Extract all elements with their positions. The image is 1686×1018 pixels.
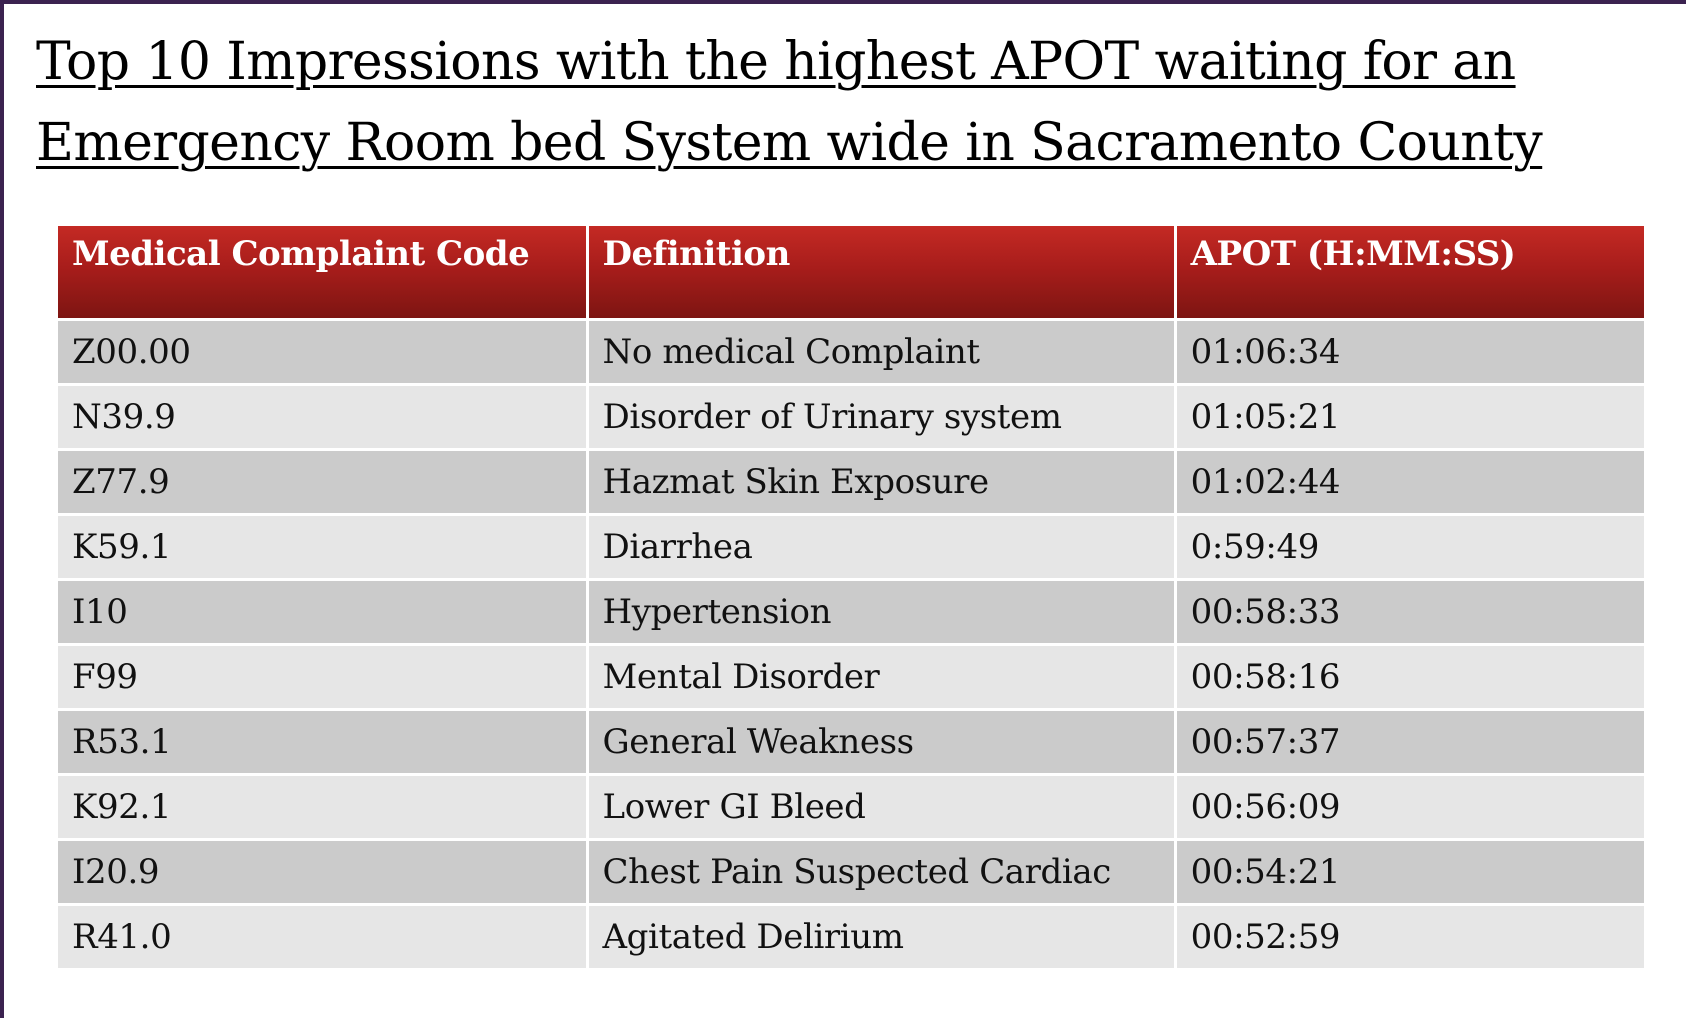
table-row: K92.1 Lower GI Bleed 00:56:09 bbox=[58, 776, 1644, 838]
cell-definition: Hypertension bbox=[588, 581, 1174, 643]
cell-code: K92.1 bbox=[58, 776, 586, 838]
cell-code: F99 bbox=[58, 646, 586, 708]
cell-definition: No medical Complaint bbox=[588, 321, 1174, 383]
cell-definition: Disorder of Urinary system bbox=[588, 386, 1174, 448]
cell-code: N39.9 bbox=[58, 386, 586, 448]
header-code: Medical Complaint Code bbox=[58, 226, 586, 318]
cell-definition: Chest Pain Suspected Cardiac bbox=[588, 841, 1174, 903]
cell-apot: 00:52:59 bbox=[1176, 906, 1644, 968]
cell-code: R41.0 bbox=[58, 906, 586, 968]
cell-definition: Diarrhea bbox=[588, 516, 1174, 578]
cell-apot: 00:58:16 bbox=[1176, 646, 1644, 708]
cell-apot: 01:06:34 bbox=[1176, 321, 1644, 383]
table-row: R41.0 Agitated Delirium 00:52:59 bbox=[58, 906, 1644, 968]
cell-apot: 0:59:49 bbox=[1176, 516, 1644, 578]
cell-definition: Agitated Delirium bbox=[588, 906, 1174, 968]
cell-code: K59.1 bbox=[58, 516, 586, 578]
table-row: I10 Hypertension 00:58:33 bbox=[58, 581, 1644, 643]
cell-apot: 00:57:37 bbox=[1176, 711, 1644, 773]
cell-definition: Mental Disorder bbox=[588, 646, 1174, 708]
cell-definition: Lower GI Bleed bbox=[588, 776, 1174, 838]
apot-table: Medical Complaint Code Definition APOT (… bbox=[55, 223, 1647, 971]
title-line-2: Emergency Room bed System wide in Sacram… bbox=[36, 113, 1543, 173]
table-row: R53.1 General Weakness 00:57:37 bbox=[58, 711, 1644, 773]
table-row: K59.1 Diarrhea 0:59:49 bbox=[58, 516, 1644, 578]
table-row: I20.9 Chest Pain Suspected Cardiac 00:54… bbox=[58, 841, 1644, 903]
cell-apot: 00:58:33 bbox=[1176, 581, 1644, 643]
table-row: Z00.00 No medical Complaint 01:06:34 bbox=[58, 321, 1644, 383]
cell-code: I10 bbox=[58, 581, 586, 643]
cell-apot: 00:54:21 bbox=[1176, 841, 1644, 903]
title-line-1: Top 10 Impressions with the highest APOT… bbox=[36, 32, 1516, 92]
header-apot: APOT (H:MM:SS) bbox=[1176, 226, 1644, 318]
table-row: N39.9 Disorder of Urinary system 01:05:2… bbox=[58, 386, 1644, 448]
cell-code: I20.9 bbox=[58, 841, 586, 903]
cell-code: Z00.00 bbox=[58, 321, 586, 383]
cell-apot: 01:05:21 bbox=[1176, 386, 1644, 448]
header-definition: Definition bbox=[588, 226, 1174, 318]
slide-title: Top 10 Impressions with the highest APOT… bbox=[36, 22, 1676, 184]
cell-apot: 00:56:09 bbox=[1176, 776, 1644, 838]
table-header-row: Medical Complaint Code Definition APOT (… bbox=[58, 226, 1644, 318]
table-row: F99 Mental Disorder 00:58:16 bbox=[58, 646, 1644, 708]
cell-code: Z77.9 bbox=[58, 451, 586, 513]
cell-apot: 01:02:44 bbox=[1176, 451, 1644, 513]
slide: Top 10 Impressions with the highest APOT… bbox=[4, 4, 1686, 1018]
cell-definition: Hazmat Skin Exposure bbox=[588, 451, 1174, 513]
table-row: Z77.9 Hazmat Skin Exposure 01:02:44 bbox=[58, 451, 1644, 513]
cell-code: R53.1 bbox=[58, 711, 586, 773]
cell-definition: General Weakness bbox=[588, 711, 1174, 773]
